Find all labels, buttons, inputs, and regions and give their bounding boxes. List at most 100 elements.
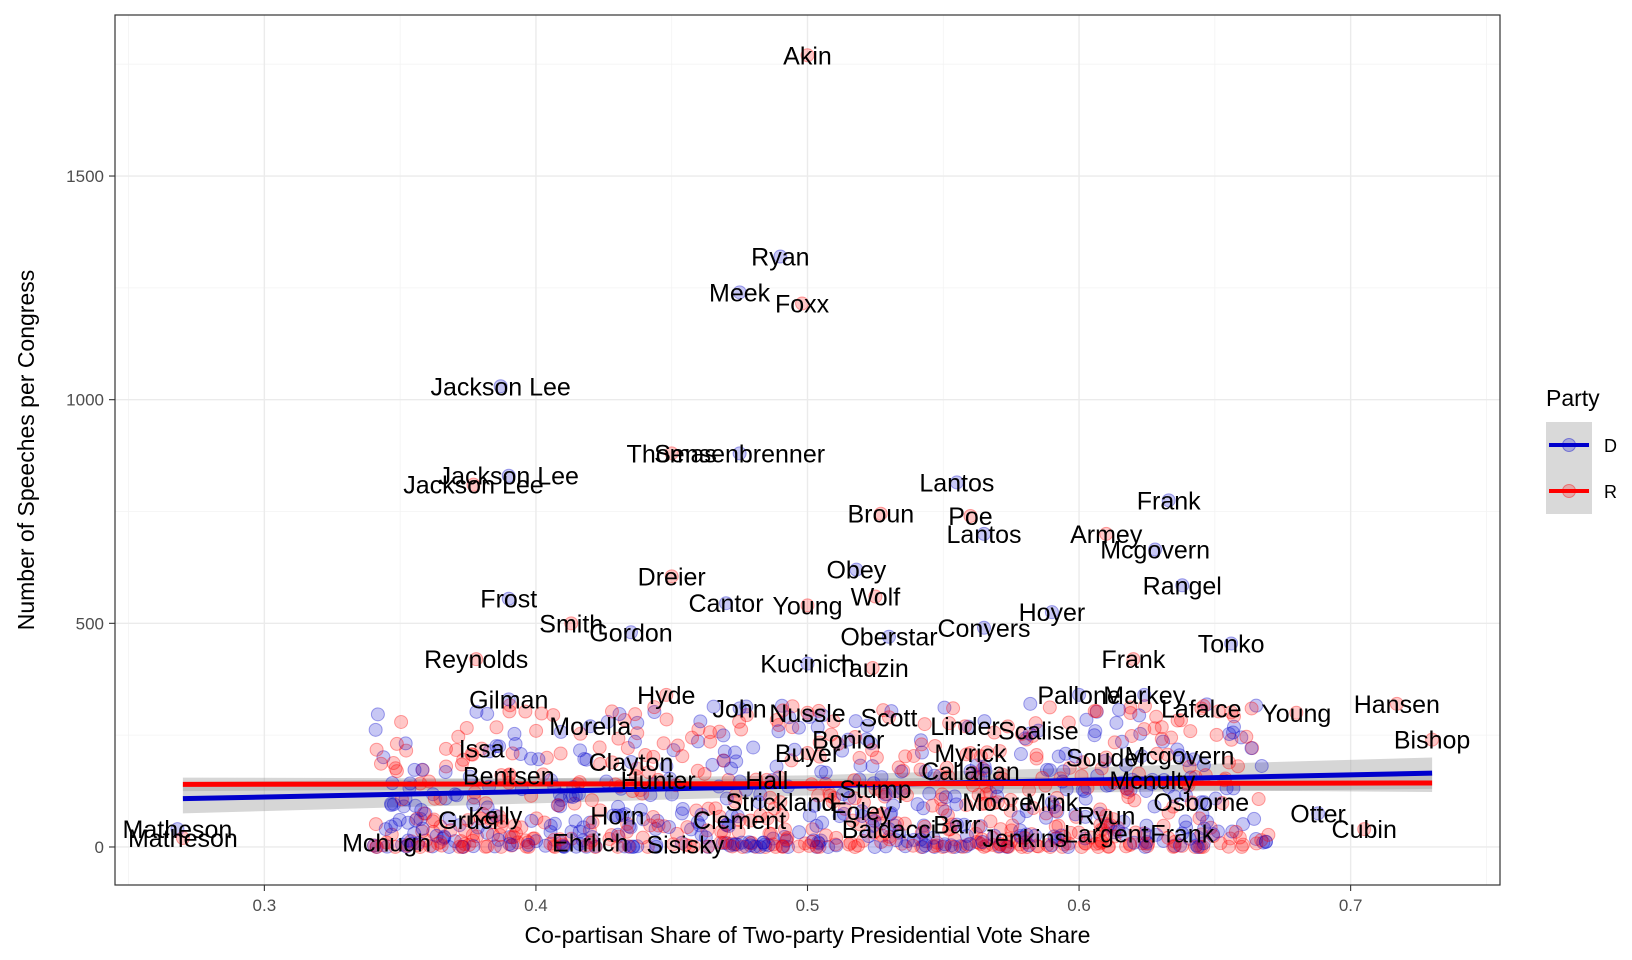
data-point: [1149, 709, 1164, 724]
data-point: [955, 839, 970, 854]
data-point: [1127, 793, 1142, 808]
data-point: [388, 817, 403, 832]
data-point: [643, 818, 658, 833]
data-point: [1186, 752, 1201, 767]
data-point: [1206, 829, 1221, 844]
data-point: [894, 836, 909, 851]
data-point-hoyer: [1044, 605, 1059, 620]
data-point: [457, 837, 472, 852]
data-point: [703, 734, 718, 749]
data-point: [853, 758, 868, 773]
data-point: [686, 839, 701, 854]
data-point: [579, 752, 594, 767]
data-point-moore: [990, 795, 1005, 810]
data-point: [975, 761, 990, 776]
data-point: [692, 818, 707, 833]
data-point-cantor: [719, 596, 734, 611]
data-point: [462, 837, 477, 852]
data-point: [1254, 758, 1269, 773]
data-point: [675, 801, 690, 816]
data-point: [894, 786, 909, 801]
point-label-frank: Frank: [1150, 821, 1214, 849]
x-axis: 0.3 0.4 0.5 0.6 0.7: [253, 885, 1362, 915]
data-point: [630, 839, 645, 854]
data-point: [763, 826, 778, 841]
point-label-obey: Obey: [826, 557, 886, 585]
point-label-osborne: Osborne: [1153, 789, 1249, 817]
data-point: [947, 832, 962, 847]
data-point: [1226, 719, 1241, 734]
legend-label-d: D: [1604, 436, 1617, 456]
data-point: [894, 764, 909, 779]
data-point: [1249, 831, 1264, 846]
data-point: [993, 822, 1008, 837]
data-point: [985, 837, 1000, 852]
data-point: [1003, 792, 1018, 807]
data-point: [847, 839, 862, 854]
data-point: [641, 765, 656, 780]
data-point: [630, 715, 645, 730]
data-point: [592, 740, 607, 755]
data-point: [875, 828, 890, 843]
point-label-tonko: Tonko: [1198, 630, 1265, 658]
data-point: [1024, 827, 1039, 842]
data-point: [798, 836, 813, 851]
point-label-smith: Smith: [539, 610, 603, 638]
data-point: [455, 839, 470, 854]
data-point: [1209, 727, 1224, 742]
data-point-frank: [1175, 826, 1190, 841]
data-point: [915, 839, 930, 854]
data-point: [618, 807, 633, 822]
point-label-strickland: Strickland: [725, 789, 835, 817]
data-point: [537, 815, 552, 830]
data-point: [1026, 800, 1041, 815]
data-point: [1200, 814, 1215, 829]
data-point: [719, 817, 734, 832]
data-point: [812, 749, 827, 764]
data-point: [611, 799, 626, 814]
y-tick-label: 1500: [66, 167, 104, 186]
point-label-scott: Scott: [860, 704, 917, 732]
data-point: [466, 839, 481, 854]
data-point: [780, 839, 795, 854]
data-point: [422, 838, 437, 853]
data-point: [1155, 734, 1170, 749]
data-point: [1011, 810, 1026, 825]
data-point: [806, 833, 821, 848]
data-point: [918, 834, 933, 849]
data-point: [1101, 839, 1116, 854]
point-label-armey: Armey: [1070, 521, 1143, 549]
data-point: [1022, 726, 1037, 741]
data-point: [961, 719, 976, 734]
data-point: [1249, 698, 1264, 713]
data-point-matheson: [170, 822, 185, 837]
data-point: [960, 828, 975, 843]
data-point: [815, 815, 830, 830]
data-point: [1137, 699, 1152, 714]
data-point: [1077, 784, 1092, 799]
data-point-largent: [1099, 826, 1114, 841]
data-point: [725, 839, 740, 854]
data-point: [646, 809, 661, 824]
data-point: [521, 837, 536, 852]
y-axis-title: Number of Speeches per Congress: [13, 270, 39, 631]
data-point: [900, 834, 915, 849]
data-point-baldacci: [881, 822, 896, 837]
data-point: [568, 814, 583, 829]
data-point: [505, 746, 520, 761]
data-point: [575, 833, 590, 848]
data-point: [775, 839, 790, 854]
data-point: [1188, 839, 1203, 854]
data-point: [767, 801, 782, 816]
data-point: [509, 826, 524, 841]
data-point: [1174, 713, 1189, 728]
data-point: [659, 759, 674, 774]
point-label-foxx: Foxx: [775, 291, 830, 319]
data-point: [1170, 742, 1185, 757]
data-point-cubin: [1357, 822, 1372, 837]
data-point: [627, 734, 642, 749]
data-point: [435, 831, 450, 846]
data-point: [1141, 836, 1156, 851]
data-point: [389, 764, 404, 779]
